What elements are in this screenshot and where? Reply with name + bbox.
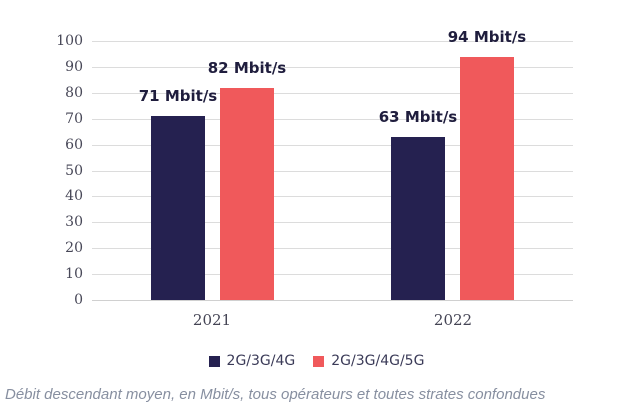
chart-caption: Débit descendant moyen, en Mbit/s, tous … (5, 386, 546, 403)
legend-swatch-icon (208, 355, 220, 367)
bar-value-label: 82 Mbit/s (207, 59, 287, 77)
x-category-label: 2021 (192, 311, 232, 329)
gridline (92, 119, 573, 120)
y-tick-label: 10 (65, 266, 83, 282)
legend-label: 2G/3G/4G (226, 353, 296, 369)
legend-swatch-icon (313, 355, 325, 367)
y-tick-label: 40 (65, 188, 83, 204)
gridline (92, 67, 573, 68)
gridline (92, 274, 573, 275)
y-tick-label: 0 (74, 292, 83, 308)
bar-2022-series-0 (391, 137, 445, 300)
gridline (92, 248, 573, 249)
bar-value-label: 63 Mbit/s (378, 108, 458, 126)
bar-2021-series-0 (151, 116, 205, 300)
x-category-label: 2022 (433, 311, 473, 329)
y-tick-label: 80 (65, 85, 83, 101)
chart-legend: 2G/3G/4G 2G/3G/4G/5G (0, 350, 633, 372)
y-tick-label: 90 (65, 59, 83, 75)
gridline (92, 145, 573, 146)
legend-item-navy: 2G/3G/4G (208, 353, 296, 369)
gridline (92, 222, 573, 223)
gridline (92, 171, 573, 172)
legend-item-red: 2G/3G/4G/5G (313, 353, 424, 369)
bar-2021-series-1 (220, 88, 274, 300)
bar-value-label: 71 Mbit/s (138, 87, 218, 105)
y-tick-label: 30 (65, 214, 83, 230)
y-tick-label: 100 (56, 33, 83, 49)
bar-value-label: 94 Mbit/s (447, 28, 527, 46)
x-axis-line (92, 300, 573, 301)
y-tick-label: 20 (65, 240, 83, 256)
y-tick-label: 50 (65, 163, 83, 179)
y-tick-label: 70 (65, 111, 83, 127)
gridline (92, 93, 573, 94)
bar-2022-series-1 (460, 57, 514, 300)
gridline (92, 41, 573, 42)
legend-label: 2G/3G/4G/5G (331, 353, 425, 369)
y-tick-label: 60 (65, 137, 83, 153)
gridline (92, 196, 573, 197)
